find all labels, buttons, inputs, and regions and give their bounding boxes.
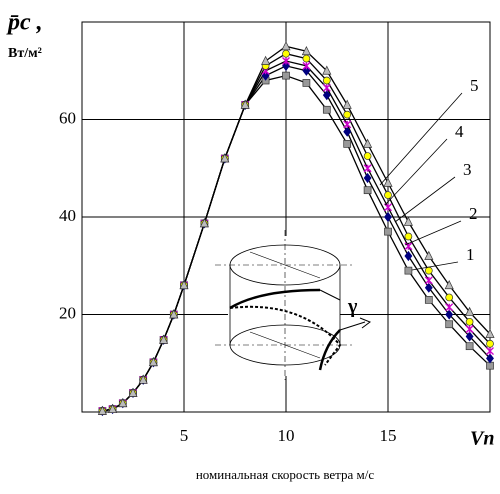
marker: [148, 356, 158, 367]
y-axis-unit: Вт/м²: [8, 46, 42, 61]
marker: [159, 334, 169, 344]
marker: [282, 71, 290, 80]
marker: [424, 282, 433, 293]
marker: [322, 83, 331, 92]
marker: [404, 250, 413, 262]
marker: [179, 279, 189, 290]
marker: [486, 339, 494, 348]
marker: [363, 164, 372, 173]
marker: [343, 120, 352, 129]
marker: [363, 172, 372, 184]
marker: [465, 317, 474, 326]
marker: [118, 397, 128, 408]
leader-line: [404, 220, 462, 246]
marker: [302, 54, 311, 63]
marker: [138, 374, 148, 384]
y-tick-label: 20: [59, 303, 76, 322]
marker: [322, 65, 332, 75]
marker: [220, 153, 230, 163]
marker: [403, 216, 413, 226]
marker: [302, 61, 311, 70]
leader-line: [379, 92, 463, 186]
series-label: 5: [470, 76, 479, 95]
marker: [465, 325, 474, 334]
marker: [424, 266, 433, 275]
marker: [363, 152, 372, 160]
marker: [445, 309, 454, 320]
marker: [424, 296, 433, 304]
marker: [384, 203, 392, 212]
marker: [424, 276, 433, 285]
caption: номинальная скорость ветра м/с: [196, 467, 375, 482]
series-label: 2: [469, 204, 478, 223]
marker: [282, 57, 290, 65]
marker: [363, 186, 372, 195]
marker: [445, 320, 454, 329]
marker: [486, 353, 494, 364]
y-tick-label: 60: [59, 108, 76, 127]
x-tick-label: 5: [180, 426, 189, 445]
marker: [465, 342, 474, 351]
marker: [282, 49, 290, 58]
marker: [424, 250, 434, 260]
marker: [465, 331, 474, 342]
marker: [240, 99, 250, 109]
x-tick-label: 10: [278, 426, 295, 445]
marker: [322, 105, 331, 114]
marker: [384, 227, 392, 236]
marker: [445, 303, 454, 312]
marker: [261, 55, 271, 65]
series-label: 3: [463, 160, 472, 179]
marker: [322, 90, 331, 101]
marker: [384, 211, 392, 223]
marker: [404, 266, 413, 275]
marker: [343, 126, 352, 137]
series-label: 4: [455, 122, 464, 141]
leader-line: [394, 176, 456, 223]
x-tick-label: 15: [380, 426, 397, 445]
y-axis-label: p̄c ,: [6, 10, 43, 36]
leader-line: [384, 138, 448, 206]
marker: [97, 405, 107, 415]
marker: [384, 191, 392, 199]
marker: [404, 232, 413, 241]
marker: [199, 218, 209, 228]
marker: [343, 140, 352, 148]
marker: [342, 99, 352, 109]
inset-label: γ: [347, 296, 358, 318]
marker: [444, 279, 454, 290]
marker: [302, 79, 311, 87]
marker: [485, 328, 495, 338]
marker: [486, 347, 494, 356]
marker: [322, 76, 331, 85]
marker: [465, 306, 475, 316]
marker: [281, 41, 291, 51]
marker: [343, 110, 352, 119]
leader-line: [411, 261, 459, 271]
marker: [363, 138, 373, 148]
marker: [108, 403, 118, 413]
marker: [445, 293, 454, 302]
marker: [301, 45, 311, 56]
marker: [383, 177, 393, 187]
inset-diagram: [215, 230, 372, 380]
x-axis-label: Vп: [470, 428, 494, 450]
series-label: 1: [466, 245, 475, 264]
marker: [169, 309, 179, 319]
marker: [128, 387, 138, 397]
y-tick-label: 40: [59, 206, 76, 225]
